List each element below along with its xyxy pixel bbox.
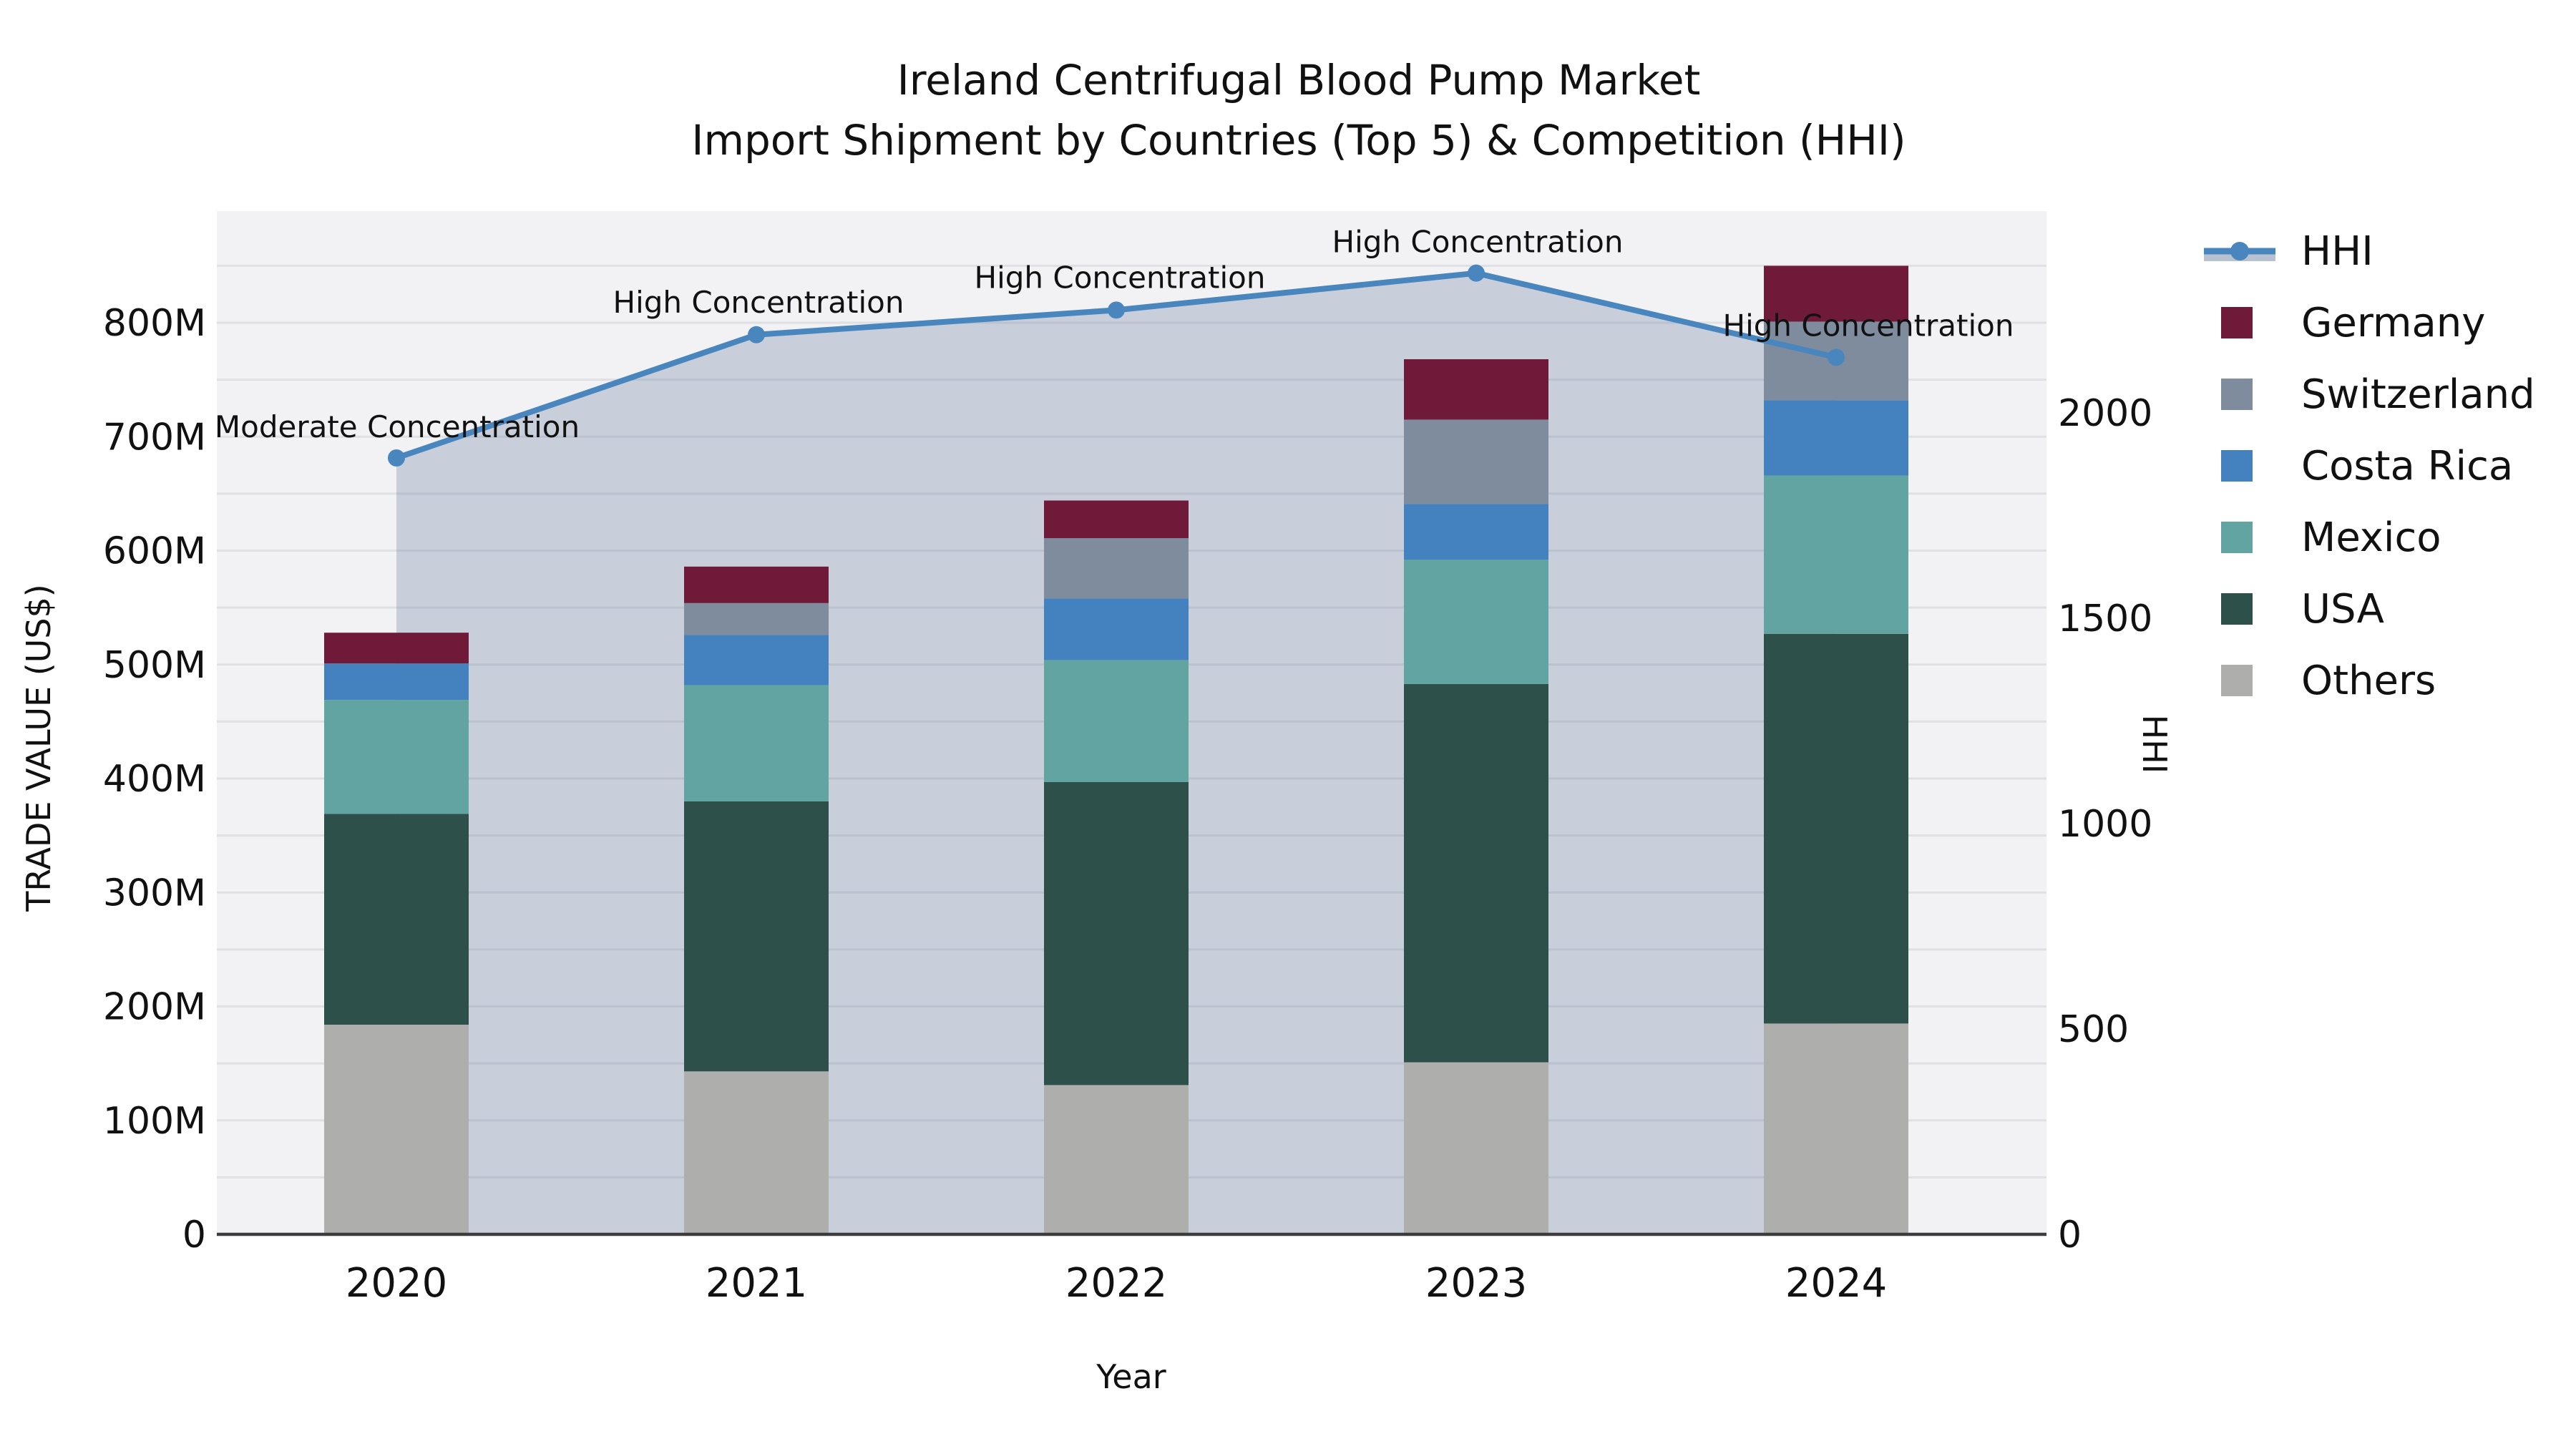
y-tick-label: 600M [103, 530, 206, 573]
bar-segment-others-2021[interactable] [684, 1071, 829, 1234]
legend-label: Others [2301, 657, 2436, 704]
y2-tick-label: 1500 [2058, 597, 2152, 640]
hhi-marker-2023[interactable] [1468, 264, 1485, 282]
y2-tick-label: 0 [2058, 1214, 2082, 1257]
bar-segment-usa-2022[interactable] [1044, 781, 1189, 1085]
chart-title-line2: Import Shipment by Countries (Top 5) & C… [691, 116, 1906, 165]
bar-segment-others-2022[interactable] [1044, 1085, 1189, 1234]
y-tick-label: 100M [103, 1100, 206, 1143]
bar-segment-costa-rica-2024[interactable] [1764, 400, 1908, 476]
bar-segment-costa-rica-2020[interactable] [324, 663, 469, 701]
y-axis-title: TRADE VALUE (US$) [19, 584, 58, 912]
bar-segment-usa-2023[interactable] [1404, 683, 1548, 1063]
bar-segment-switzerland-2023[interactable] [1404, 419, 1548, 504]
legend-swatch-icon [2202, 665, 2281, 696]
legend-label: Germany [2301, 299, 2486, 346]
legend-item-hhi[interactable]: HHI [2202, 228, 2535, 275]
legend-swatch-icon [2202, 379, 2281, 410]
x-tick-label-2022: 2022 [1065, 1260, 1168, 1307]
hhi-marker-2020[interactable] [388, 449, 405, 467]
chart-title: Ireland Centrifugal Blood Pump Market Im… [644, 50, 1953, 170]
y2-tick-label: 2000 [2058, 392, 2152, 435]
legend-item-germany[interactable]: Germany [2202, 299, 2535, 346]
annotation-2023: High Concentration [1332, 225, 1624, 260]
hhi-marker-2021[interactable] [748, 326, 765, 343]
legend-label: Costa Rica [2301, 442, 2514, 489]
legend-label: Mexico [2301, 514, 2441, 561]
hhi-marker-2024[interactable] [1828, 348, 1845, 366]
bar-segment-switzerland-2022[interactable] [1044, 538, 1189, 599]
y-tick-label: 200M [103, 986, 206, 1029]
legend: HHI Germany Switzerland Costa Rica Mexico USA… [2202, 228, 2535, 731]
bar-segment-costa-rica-2023[interactable] [1404, 504, 1548, 560]
bar-segment-germany-2024[interactable] [1764, 265, 1908, 322]
chart-title-line1: Ireland Centrifugal Blood Pump Market [897, 56, 1701, 104]
y2-tick-label: 500 [2058, 1008, 2129, 1051]
y-tick-label: 300M [103, 872, 206, 914]
y-tick-label: 500M [103, 644, 206, 687]
bar-segment-germany-2023[interactable] [1404, 359, 1548, 420]
annotation-2020: Moderate Concentration [215, 409, 580, 444]
bar-segment-usa-2024[interactable] [1764, 633, 1908, 1024]
legend-swatch-icon [2202, 522, 2281, 553]
legend-item-switzerland[interactable]: Switzerland [2202, 371, 2535, 418]
bar-segment-costa-rica-2022[interactable] [1044, 598, 1189, 660]
legend-item-mexico[interactable]: Mexico [2202, 514, 2535, 561]
legend-label: USA [2301, 585, 2384, 633]
annotation-2021: High Concentration [613, 285, 904, 320]
bar-segment-others-2020[interactable] [324, 1024, 469, 1234]
legend-swatch-icon [2202, 307, 2281, 338]
bar-segment-mexico-2022[interactable] [1044, 660, 1189, 782]
bar-segment-costa-rica-2021[interactable] [684, 635, 829, 686]
legend-label: HHI [2301, 228, 2373, 275]
legend-swatch-icon [2202, 593, 2281, 625]
x-axis-title: Year [1096, 1357, 1166, 1396]
legend-swatch-icon [2202, 450, 2281, 482]
bar-segment-mexico-2024[interactable] [1764, 475, 1908, 634]
bar-segment-mexico-2021[interactable] [684, 685, 829, 801]
bar-segment-germany-2020[interactable] [324, 633, 469, 664]
y-tick-label: 700M [103, 416, 206, 459]
legend-item-costa-rica[interactable]: Costa Rica [2202, 442, 2535, 489]
hhi-marker-2022[interactable] [1108, 301, 1125, 319]
annotation-2022: High Concentration [975, 260, 1266, 295]
y-tick-label: 0 [182, 1214, 206, 1257]
legend-item-others[interactable]: Others [2202, 657, 2535, 704]
bar-segment-germany-2022[interactable] [1044, 500, 1189, 539]
legend-label: Switzerland [2301, 371, 2535, 418]
y-tick-label: 400M [103, 758, 206, 801]
annotation-2024: High Concentration [1723, 308, 2014, 343]
y-tick-label: 800M [103, 302, 206, 345]
legend-item-usa[interactable]: USA [2202, 585, 2535, 633]
x-tick-label-2023: 2023 [1425, 1260, 1528, 1307]
bar-segment-usa-2020[interactable] [324, 814, 469, 1025]
bar-segment-mexico-2023[interactable] [1404, 560, 1548, 684]
bar-segment-germany-2021[interactable] [684, 566, 829, 603]
y2-tick-label: 1000 [2058, 803, 2152, 846]
bar-segment-usa-2021[interactable] [684, 801, 829, 1072]
bar-segment-switzerland-2021[interactable] [684, 602, 829, 635]
x-tick-label-2021: 2021 [706, 1260, 808, 1307]
bar-segment-others-2024[interactable] [1764, 1023, 1908, 1234]
x-tick-label-2020: 2020 [346, 1260, 448, 1307]
bar-segment-mexico-2020[interactable] [324, 700, 469, 814]
hhi-line-swatch-icon [2202, 235, 2281, 267]
bar-segment-others-2023[interactable] [1404, 1062, 1548, 1234]
x-tick-label-2024: 2024 [1785, 1260, 1888, 1307]
y2-axis-title: HHI [2135, 715, 2174, 774]
